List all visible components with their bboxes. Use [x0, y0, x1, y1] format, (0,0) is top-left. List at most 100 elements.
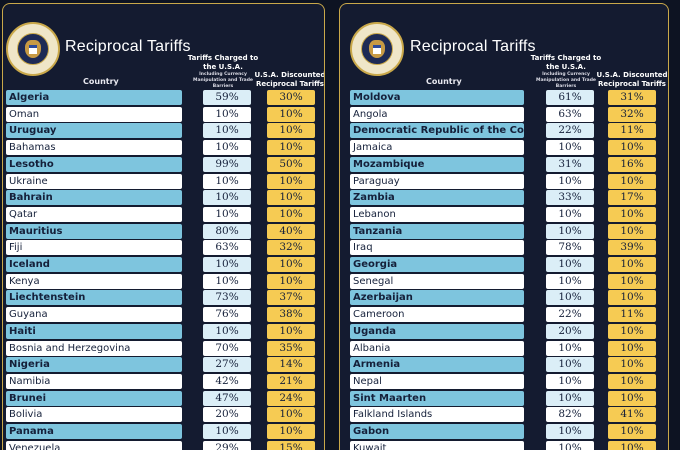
tariff-charged-cell: 10%: [546, 373, 594, 389]
country-cell: Bosnia and Herzegovina: [6, 340, 182, 356]
discounted-tariff-cell: 15%: [267, 440, 315, 450]
country-cell: Uganda: [350, 323, 524, 339]
panel-title: Reciprocal Tariffs: [65, 38, 191, 55]
country-cell: Sint Maarten: [350, 390, 524, 406]
country-cell: Lebanon: [350, 206, 524, 222]
table-row: Mozambique 31% 16%: [340, 156, 668, 172]
table-row: Oman 10% 10%: [3, 106, 324, 122]
country-cell: Panama: [6, 424, 182, 439]
tariff-charged-cell: 10%: [546, 140, 594, 156]
discounted-tariff-cell: 10%: [608, 173, 656, 189]
tariff-panel-right: Reciprocal Tariffs Country Tariffs Charg…: [339, 3, 669, 450]
table-row: Nepal 10% 10%: [340, 373, 668, 389]
table-row: Ukraine 10% 10%: [3, 173, 324, 189]
table-row: Namibia 42% 21%: [3, 373, 324, 389]
country-cell: Falkland Islands: [350, 407, 524, 423]
tariff-charged-cell: 10%: [546, 390, 594, 406]
discounted-tariff-cell: 10%: [267, 407, 315, 423]
tariff-charged-cell: 10%: [203, 140, 251, 156]
discounted-tariff-cell: 10%: [267, 424, 315, 439]
table-row: Iceland 10% 10%: [3, 257, 324, 272]
table-row: Haiti 10% 10%: [3, 323, 324, 339]
discounted-tariff-cell: 10%: [267, 123, 315, 139]
country-cell: Gabon: [350, 424, 524, 439]
discounted-tariff-cell: 37%: [267, 290, 315, 306]
table-row: Lebanon 10% 10%: [340, 206, 668, 222]
tariff-charged-cell: 22%: [546, 307, 594, 323]
tariff-charged-cell: 10%: [203, 424, 251, 439]
table-row: Liechtenstein 73% 37%: [3, 290, 324, 306]
tariff-charged-cell: 10%: [203, 190, 251, 206]
table-row: Kuwait 10% 10%: [340, 440, 668, 450]
discounted-tariff-cell: 10%: [608, 424, 656, 439]
discounted-tariff-cell: 16%: [608, 156, 656, 172]
tariff-charged-cell: 22%: [546, 123, 594, 139]
table-row: Bolivia 20% 10%: [3, 407, 324, 423]
country-cell: Uruguay: [6, 123, 182, 139]
tariff-charged-cell: 63%: [546, 106, 594, 122]
column-header-discounted: U.S.A. Discounted Reciprocal Tariffs: [254, 71, 325, 88]
discounted-tariff-cell: 38%: [267, 307, 315, 323]
tariff-charged-cell: 20%: [203, 407, 251, 423]
presidential-seal-icon: [350, 22, 404, 76]
discounted-tariff-cell: 10%: [267, 106, 315, 122]
tariff-charged-cell: 10%: [546, 424, 594, 439]
tariff-charged-cell: 10%: [546, 290, 594, 306]
table-row: Mauritius 80% 40%: [3, 223, 324, 239]
country-cell: Moldova: [350, 90, 524, 105]
country-cell: Cameroon: [350, 307, 524, 323]
country-cell: Venezuela: [6, 440, 182, 450]
table-row: Moldova 61% 31%: [340, 90, 668, 105]
table-row: Brunei 47% 24%: [3, 390, 324, 406]
discounted-tariff-cell: 10%: [267, 273, 315, 289]
tariff-charged-cell: 33%: [546, 190, 594, 206]
country-cell: Liechtenstein: [6, 290, 182, 306]
discounted-tariff-cell: 10%: [267, 206, 315, 222]
country-cell: Bahrain: [6, 190, 182, 206]
tariff-charged-cell: 10%: [203, 123, 251, 139]
country-cell: Oman: [6, 106, 182, 122]
column-header-charged-sublabel: Including Currency Manipulation and Trad…: [536, 72, 596, 89]
discounted-tariff-cell: 10%: [267, 173, 315, 189]
table-row: Uruguay 10% 10%: [3, 123, 324, 139]
column-header-charged-label: Tariffs Charged to the U.S.A.: [187, 54, 259, 71]
country-cell: Angola: [350, 106, 524, 122]
discounted-tariff-cell: 10%: [608, 223, 656, 239]
country-cell: Albania: [350, 340, 524, 356]
tariff-charged-cell: 10%: [546, 173, 594, 189]
column-header-country: Country: [426, 77, 462, 86]
table-row: Guyana 76% 38%: [3, 307, 324, 323]
tariff-charged-cell: 10%: [546, 206, 594, 222]
tariff-charged-cell: 76%: [203, 307, 251, 323]
discounted-tariff-cell: 21%: [267, 373, 315, 389]
country-cell: Kuwait: [350, 440, 524, 450]
table-row: Tanzania 10% 10%: [340, 223, 668, 239]
discounted-tariff-cell: 40%: [267, 223, 315, 239]
table-row: Algeria 59% 30%: [3, 90, 324, 105]
tariff-charged-cell: 10%: [546, 357, 594, 373]
country-cell: Tanzania: [350, 223, 524, 239]
tariff-charged-cell: 10%: [546, 340, 594, 356]
tariff-charged-cell: 10%: [546, 223, 594, 239]
country-cell: Nepal: [350, 373, 524, 389]
discounted-tariff-cell: 11%: [608, 123, 656, 139]
panel-title: Reciprocal Tariffs: [410, 38, 536, 55]
tariff-charged-cell: 10%: [546, 440, 594, 450]
country-cell: Fiji: [6, 240, 182, 256]
discounted-tariff-cell: 30%: [267, 90, 315, 105]
column-header-country: Country: [83, 77, 119, 86]
tariff-charged-cell: 10%: [546, 257, 594, 272]
table-row: Cameroon 22% 11%: [340, 307, 668, 323]
tariff-charged-cell: 27%: [203, 357, 251, 373]
discounted-tariff-cell: 14%: [267, 357, 315, 373]
country-cell: Zambia: [350, 190, 524, 206]
table-row: Senegal 10% 10%: [340, 273, 668, 289]
discounted-tariff-cell: 41%: [608, 407, 656, 423]
country-cell: Mozambique: [350, 156, 524, 172]
table-row: Qatar 10% 10%: [3, 206, 324, 222]
table-row: Jamaica 10% 10%: [340, 140, 668, 156]
tariff-charged-cell: 20%: [546, 323, 594, 339]
table-row: Angola 63% 32%: [340, 106, 668, 122]
table-row: Bosnia and Herzegovina 70% 35%: [3, 340, 324, 356]
table-row: Paraguay 10% 10%: [340, 173, 668, 189]
